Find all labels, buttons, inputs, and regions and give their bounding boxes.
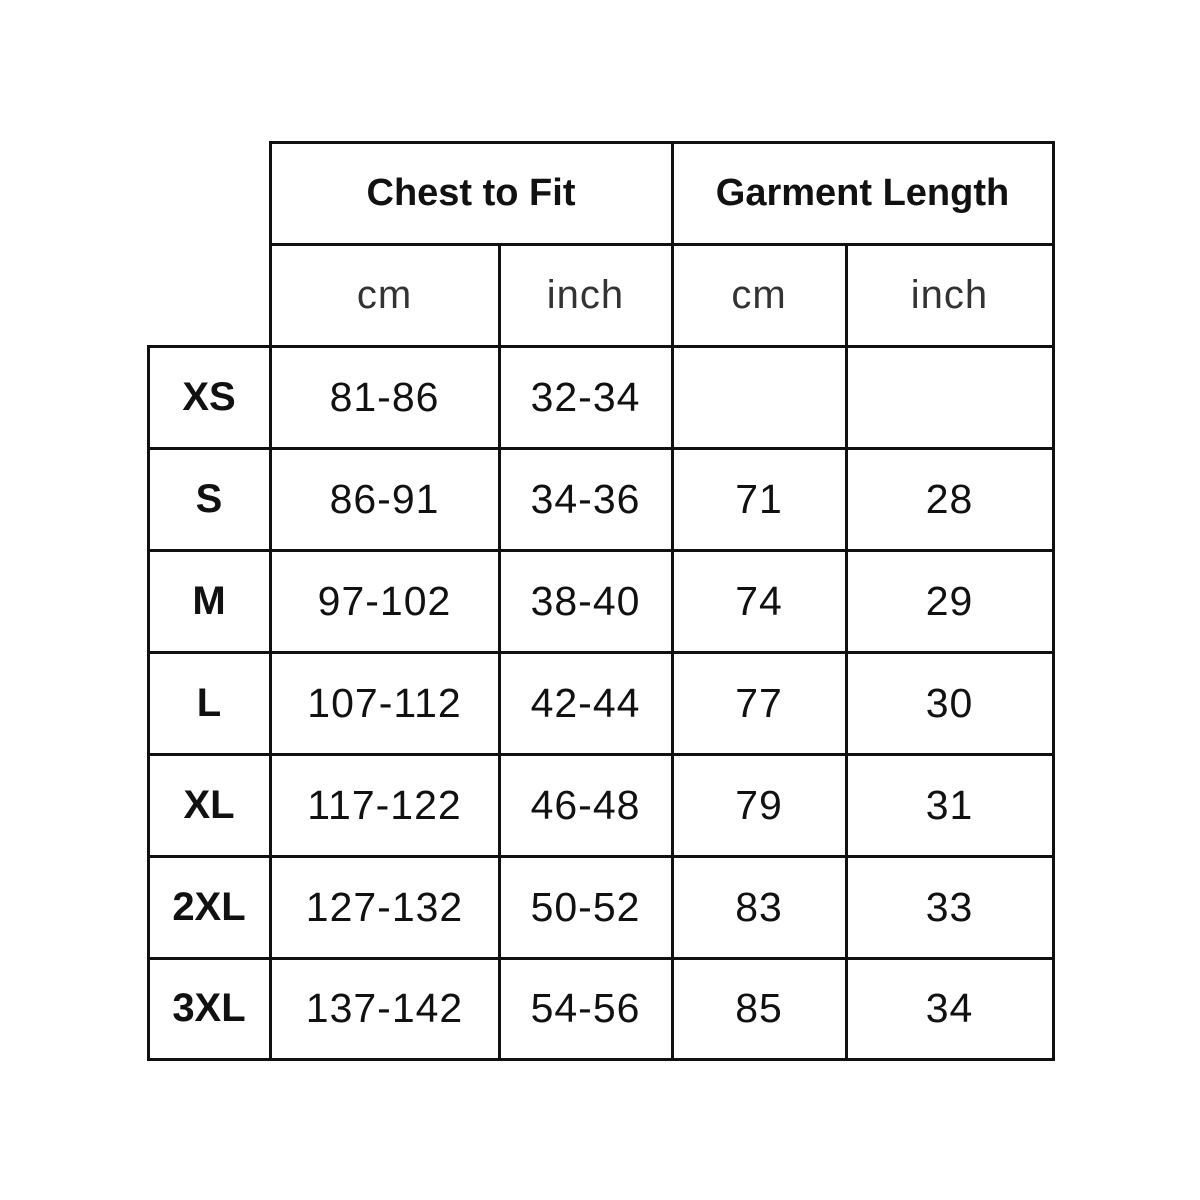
table-cell-length-inch: 29: [844, 548, 1055, 654]
header-chest-to-fit: Chest to Fit: [268, 140, 674, 246]
table-cell-length-inch-text: 30: [925, 679, 974, 726]
size-label-text: S: [195, 476, 223, 521]
table-cell-length-inch: 31: [844, 752, 1055, 858]
table-cell-chest-inch: 42-44: [497, 650, 674, 756]
unit-header: cm: [670, 242, 848, 348]
table-cell-chest-cm-text: 127-132: [305, 883, 464, 930]
table-cell-chest-inch-text: 50-52: [530, 883, 641, 930]
size-label: L: [146, 650, 272, 756]
table-cell-length-cm: [670, 344, 848, 450]
table-cell-chest-cm: 107-112: [268, 650, 501, 756]
size-label: 3XL: [146, 956, 272, 1061]
header-garment-length-text: Garment Length: [715, 171, 1010, 214]
table-cell-chest-cm: 117-122: [268, 752, 501, 858]
table-cell-length-cm-text: 74: [735, 577, 783, 624]
table-cell-length-cm-text: 83: [735, 883, 783, 930]
unit-header-text: inch: [546, 272, 625, 317]
table-cell-length-cm: 85: [670, 956, 848, 1061]
table-cell-length-inch: 33: [844, 854, 1055, 960]
table-cell-length-cm: 77: [670, 650, 848, 756]
table-cell-length-inch: [844, 344, 1055, 450]
size-label-text: 2XL: [172, 884, 246, 929]
unit-header: inch: [844, 242, 1055, 348]
size-label: XS: [146, 344, 272, 450]
table-cell-length-inch-text: 29: [925, 577, 974, 624]
size-label-text: M: [192, 578, 226, 623]
size-label-text: XL: [183, 782, 235, 827]
table-cell-chest-inch-text: 54-56: [530, 985, 641, 1031]
unit-header-text: cm: [731, 272, 787, 317]
table-cell-length-cm: 79: [670, 752, 848, 858]
table-cell-chest-cm-text: 86-91: [329, 475, 440, 522]
table-cell-length-inch-text: 33: [925, 883, 974, 930]
size-label-text: 3XL: [172, 986, 246, 1030]
table-cell-chest-inch: 46-48: [497, 752, 674, 858]
unit-header: inch: [497, 242, 674, 348]
table-cell-chest-cm-text: 117-122: [307, 781, 462, 828]
size-label: M: [146, 548, 272, 654]
table-cell-chest-cm: 137-142: [268, 956, 501, 1061]
table-cell-length-inch: 28: [844, 446, 1055, 552]
table-cell-length-cm: 83: [670, 854, 848, 960]
table-cell-chest-inch: 54-56: [497, 956, 674, 1061]
table-cell-chest-inch: 32-34: [497, 344, 674, 450]
size-label: XL: [146, 752, 272, 858]
table-cell-chest-inch-text: 38-40: [530, 577, 641, 624]
table-cell-chest-inch-text: 34-36: [530, 475, 641, 522]
table-cell-chest-cm-text: 107-112: [307, 679, 462, 726]
size-label: 2XL: [146, 854, 272, 960]
table-cell-chest-cm-text: 97-102: [317, 577, 452, 624]
table-cell-chest-inch: 34-36: [497, 446, 674, 552]
header-garment-length: Garment Length: [670, 140, 1055, 246]
table-cell-chest-inch-text: 32-34: [530, 373, 641, 420]
table-cell-chest-inch: 38-40: [497, 548, 674, 654]
table-cell-chest-inch-text: 42-44: [530, 679, 641, 726]
table-cell-length-inch: 30: [844, 650, 1055, 756]
table-cell-chest-cm: 86-91: [268, 446, 501, 552]
table-cell-length-inch-text: 34: [925, 985, 974, 1031]
table-cell-chest-cm: 97-102: [268, 548, 501, 654]
table-cell-chest-inch: 50-52: [497, 854, 674, 960]
table-cell-length-cm-text: 79: [735, 781, 783, 828]
table-cell-chest-inch-text: 46-48: [530, 781, 641, 828]
size-label-text: XS: [182, 374, 236, 419]
table-cell-chest-cm: 127-132: [268, 854, 501, 960]
table-cell-length-cm: 71: [670, 446, 848, 552]
table-cell-length-cm-text: 77: [735, 679, 783, 726]
table-cell-chest-cm: 81-86: [268, 344, 501, 450]
table-cell-chest-cm-text: 81-86: [329, 373, 440, 420]
size-label-text: L: [196, 680, 222, 725]
table-cell-length-cm-text: 71: [735, 475, 783, 522]
header-chest-to-fit-text: Chest to Fit: [366, 171, 576, 214]
table-cell-length-inch-text: 31: [925, 781, 974, 828]
unit-header-text: inch: [910, 272, 989, 317]
table-cell-length-inch-text: 28: [925, 475, 974, 522]
unit-header-text: cm: [356, 272, 413, 317]
table-cell-chest-cm-text: 137-142: [305, 985, 464, 1031]
size-label: S: [146, 446, 272, 552]
table-cell-length-cm-text: 85: [735, 985, 783, 1031]
unit-header: cm: [268, 242, 501, 348]
table-cell-length-inch: 34: [844, 956, 1055, 1061]
table-cell-length-cm: 74: [670, 548, 848, 654]
